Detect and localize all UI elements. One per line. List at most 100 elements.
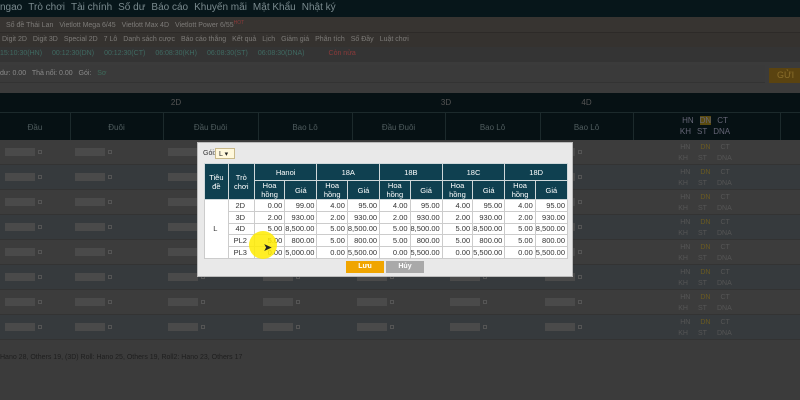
value-cell[interactable]: 2.00	[253, 210, 286, 224]
bet-checkbox[interactable]	[578, 225, 582, 229]
bet-input[interactable]	[168, 323, 198, 331]
region-option[interactable]: HN	[680, 169, 691, 176]
value-cell[interactable]: 5.00	[441, 222, 474, 236]
region-option[interactable]: CT	[720, 294, 730, 301]
region-option[interactable]: HN	[680, 244, 691, 251]
value-cell[interactable]: 95.00	[534, 199, 569, 212]
menu-item[interactable]: Luật chơi	[379, 36, 409, 43]
region-option[interactable]: ST	[698, 255, 707, 262]
value-cell[interactable]: 0.00	[379, 246, 411, 259]
bet-input[interactable]	[75, 273, 105, 281]
lottery-link[interactable]: Vietlott Mega 6/45	[59, 22, 116, 30]
value-cell[interactable]: 5.00	[379, 234, 411, 248]
value-cell[interactable]: 0.00	[504, 246, 536, 259]
bet-input[interactable]	[357, 323, 387, 331]
region-option[interactable]: KH	[678, 155, 688, 162]
region-option[interactable]: CT	[720, 319, 730, 326]
region-option[interactable]: CT	[720, 269, 730, 276]
menu-item[interactable]: Digit 2D	[2, 36, 27, 43]
region-option[interactable]: DNA	[716, 205, 732, 212]
bet-checkbox[interactable]	[108, 325, 112, 329]
bet-input[interactable]	[75, 323, 105, 331]
value-cell[interactable]: 5.00	[316, 234, 348, 248]
region-dna[interactable]: DNA	[713, 127, 731, 136]
bet-checkbox[interactable]	[108, 175, 112, 179]
nav-item[interactable]: Khuyến mãi	[194, 2, 247, 13]
bet-input[interactable]	[168, 148, 198, 156]
bet-input[interactable]	[75, 173, 105, 181]
value-cell[interactable]: 5.00	[379, 222, 411, 236]
value-cell[interactable]: 0.00	[253, 199, 286, 212]
nav-item[interactable]: Số dư	[118, 2, 146, 13]
value-cell[interactable]: 930.00	[409, 210, 443, 224]
value-cell[interactable]: 800.00	[284, 234, 318, 248]
value-cell[interactable]: 99.00	[284, 199, 318, 212]
value-cell[interactable]: 930.00	[284, 210, 318, 224]
region-option[interactable]: DN	[700, 294, 711, 301]
bet-input[interactable]	[5, 173, 35, 181]
region-hn[interactable]: HN	[682, 116, 694, 125]
value-cell[interactable]: 4.00	[441, 199, 474, 212]
region-option[interactable]: ST	[698, 180, 707, 187]
bet-input[interactable]	[5, 248, 35, 256]
value-cell[interactable]: 930.00	[472, 210, 506, 224]
bet-checkbox[interactable]	[38, 150, 42, 154]
value-cell[interactable]: 4.00	[379, 199, 411, 212]
region-option[interactable]: CT	[720, 169, 730, 176]
region-option[interactable]: DNA	[716, 305, 732, 312]
region-option[interactable]: ST	[698, 280, 707, 287]
pack-select[interactable]: L ▾	[215, 148, 235, 159]
nav-item[interactable]: Tài chính	[71, 2, 113, 13]
value-cell[interactable]: 5.00	[316, 222, 348, 236]
bet-checkbox[interactable]	[296, 300, 300, 304]
region-option[interactable]: HN	[680, 144, 691, 151]
value-cell[interactable]: 8,500.00	[409, 222, 443, 236]
bet-checkbox[interactable]	[38, 225, 42, 229]
bet-checkbox[interactable]	[38, 175, 42, 179]
region-option[interactable]: DN	[700, 194, 711, 201]
value-cell[interactable]: 95.00	[472, 199, 506, 212]
bet-checkbox[interactable]	[578, 325, 582, 329]
bet-input[interactable]	[75, 298, 105, 306]
lottery-link[interactable]: Sổ đề Thái Lan	[6, 22, 54, 30]
region-option[interactable]: CT	[720, 144, 730, 151]
region-option[interactable]: ST	[698, 305, 707, 312]
region-st[interactable]: ST	[697, 127, 708, 136]
bet-input[interactable]	[5, 223, 35, 231]
bet-input[interactable]	[5, 298, 35, 306]
nav-item[interactable]: Nhật ký	[301, 2, 336, 13]
bet-checkbox[interactable]	[38, 275, 42, 279]
value-cell[interactable]: 930.00	[346, 210, 381, 224]
bet-input[interactable]	[263, 323, 293, 331]
region-option[interactable]: KH	[678, 255, 688, 262]
bet-checkbox[interactable]	[108, 275, 112, 279]
bet-checkbox[interactable]	[108, 200, 112, 204]
value-cell[interactable]: 8,500.00	[472, 222, 506, 236]
region-option[interactable]: KH	[678, 305, 688, 312]
region-option[interactable]: ST	[698, 330, 707, 337]
bet-checkbox[interactable]	[296, 325, 300, 329]
value-cell[interactable]: 4.00	[316, 199, 348, 212]
region-option[interactable]: DN	[700, 269, 711, 276]
region-option[interactable]: HN	[680, 319, 691, 326]
nav-item[interactable]: Mật Khẩu	[252, 2, 296, 13]
value-cell[interactable]: 5.00	[504, 234, 536, 248]
bet-input[interactable]	[5, 198, 35, 206]
value-cell[interactable]: 0.00	[441, 246, 474, 259]
value-cell[interactable]: 800.00	[472, 234, 506, 248]
bet-checkbox[interactable]	[108, 250, 112, 254]
bet-input[interactable]	[75, 198, 105, 206]
bet-input[interactable]	[168, 198, 198, 206]
region-option[interactable]: DNA	[716, 280, 732, 287]
bet-checkbox[interactable]	[578, 200, 582, 204]
bet-checkbox[interactable]	[38, 250, 42, 254]
value-cell[interactable]: 800.00	[409, 234, 443, 248]
bet-input[interactable]	[357, 298, 387, 306]
region-option[interactable]: KH	[678, 230, 688, 237]
bet-checkbox[interactable]	[578, 150, 582, 154]
bet-input[interactable]	[168, 173, 198, 181]
bet-input[interactable]	[263, 273, 293, 281]
value-cell[interactable]: 5,500.00	[409, 246, 443, 259]
bet-checkbox[interactable]	[38, 300, 42, 304]
bet-checkbox[interactable]	[390, 300, 394, 304]
